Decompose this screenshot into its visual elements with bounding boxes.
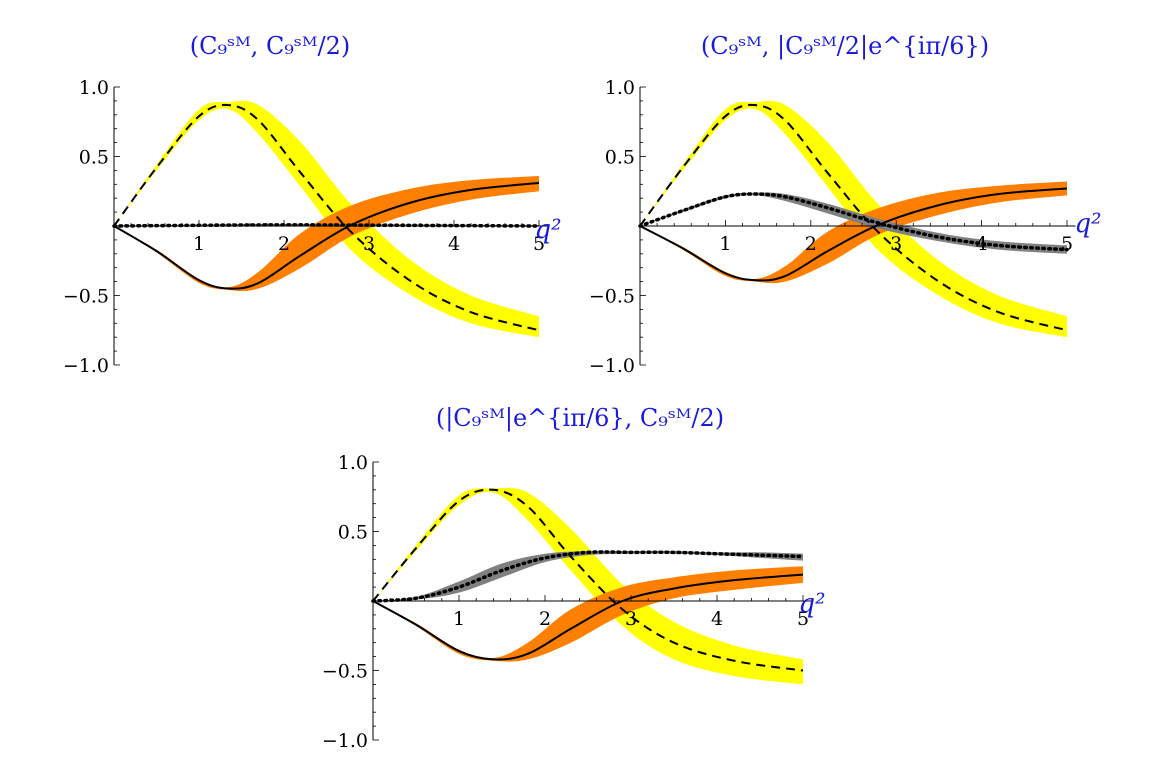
x-tick-label: 4 (448, 233, 460, 255)
x-tick-label: 3 (625, 608, 637, 630)
series-3-band (373, 550, 803, 601)
chart-title: (C₉ˢᴹ, C₉ˢᴹ/2) (190, 32, 350, 60)
y-tick-label: 0.5 (605, 147, 635, 169)
series-2-line (639, 187, 1068, 282)
x-tick-label: 5 (1061, 233, 1073, 255)
chart-panel-3: (|C₉ˢᴹ|e^{iπ/6}, C₉ˢᴹ/2) 1 2 3 4 5 1.0 0.5 −0.5 −… (322, 404, 826, 752)
series-3-line (112, 223, 541, 228)
y-tick-label: −1.0 (63, 355, 109, 377)
series-1-line (372, 488, 804, 672)
series-2-line (113, 181, 540, 290)
x-tick-label: 1 (453, 608, 465, 630)
x-tick-label: 1 (193, 233, 205, 255)
series-3-line (371, 550, 805, 603)
chart-title: (|C₉ˢᴹ|e^{iπ/6}, C₉ˢᴹ/2) (436, 404, 724, 433)
x-tick-label: 3 (363, 233, 375, 255)
x-axis-label: q² (1074, 209, 1101, 239)
series-3-band (640, 192, 1067, 254)
series-2-band (114, 175, 539, 291)
series-2-line (372, 573, 804, 661)
y-tick-label: −0.5 (589, 286, 635, 308)
y-tick-label: 1.0 (605, 77, 635, 99)
y-tick-label: −0.5 (63, 286, 109, 308)
y-tick-label: −0.5 (322, 661, 368, 683)
chart-panel-2: (C₉ˢᴹ, |C₉ˢᴹ/2|e^{iπ/6})1 2 3 4 51.00.5−0.5−… (589, 32, 1102, 377)
x-axis-label: q² (534, 215, 561, 245)
series-2-band (373, 566, 803, 662)
x-tick-label: 5 (797, 608, 809, 630)
series-1-line (113, 103, 540, 332)
x-tick-label: 2 (278, 233, 290, 255)
y-tick-label: 0.5 (79, 147, 109, 169)
x-tick-label: 3 (890, 233, 902, 255)
series-1-line (639, 103, 1068, 332)
x-tick-label: 1 (719, 233, 731, 255)
series-1-band (373, 487, 803, 685)
x-tick-label: 5 (533, 233, 545, 255)
x-tick-label: 4 (711, 608, 723, 630)
series-2-band (640, 181, 1067, 284)
chart-panel-1: (C₉ˢᴹ, C₉ˢᴹ/2) 1 2 3 4 5 1.0 0.5 −0.5 −1.0 q² (63, 32, 562, 377)
x-tick-label: 2 (539, 608, 551, 630)
x-tick-label: 2 (805, 233, 817, 255)
y-tick-label: −1.0 (322, 730, 368, 752)
y-tick-label: 1.0 (79, 77, 109, 99)
y-tick-label: −1.0 (589, 355, 635, 377)
chart-title: (C₉ˢᴹ, |C₉ˢᴹ/2|e^{iπ/6}) (701, 32, 989, 61)
y-tick-label: 1.0 (338, 452, 368, 474)
y-tick-label: 0.5 (338, 522, 368, 544)
series-3-line (638, 192, 1069, 252)
x-axis-label: q² (798, 589, 825, 619)
